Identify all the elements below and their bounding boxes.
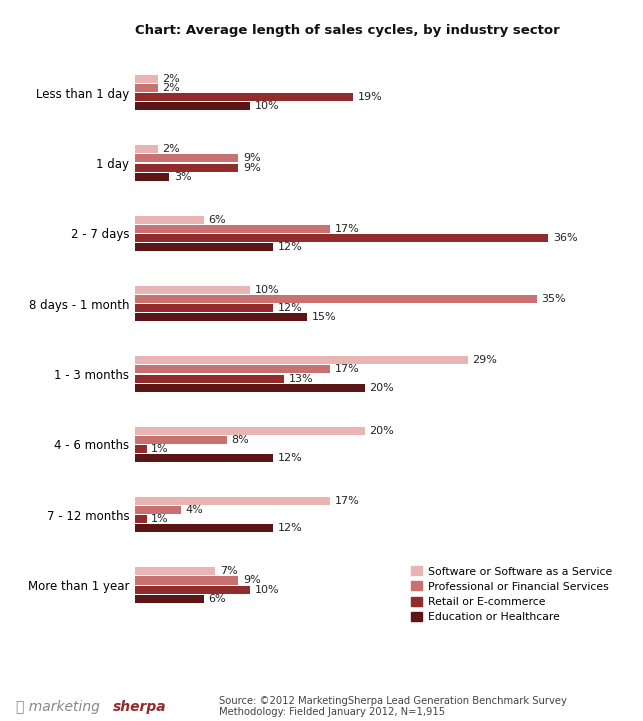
Text: 19%: 19% [358,92,383,102]
Bar [135,314,307,322]
Text: 1%: 1% [151,444,168,454]
Text: 9%: 9% [243,154,260,164]
Text: 12%: 12% [277,242,302,252]
Text: ⓘ marketing: ⓘ marketing [16,700,100,714]
Bar [135,225,331,233]
Legend: Software or Software as a Service, Professional or Financial Services, Retail or: Software or Software as a Service, Profe… [412,566,612,622]
Bar [135,356,468,364]
Bar [135,454,273,462]
Bar [135,173,170,181]
Bar [135,154,239,162]
Text: 4%: 4% [186,505,203,515]
Text: 15%: 15% [312,312,336,322]
Text: 12%: 12% [277,453,302,463]
Text: 7%: 7% [220,567,238,576]
Bar [135,243,273,251]
Text: 20%: 20% [369,383,394,393]
Text: 17%: 17% [335,365,359,374]
Text: 12%: 12% [277,304,302,313]
Text: 36%: 36% [553,233,577,243]
Text: 10%: 10% [255,585,279,595]
Bar [135,497,331,505]
Bar [135,304,273,312]
Bar [135,84,158,92]
Bar [135,384,365,392]
Text: 2%: 2% [163,74,180,84]
Bar [135,506,181,514]
Bar [135,234,548,242]
Bar [135,567,215,575]
Bar [135,585,250,593]
Bar [135,427,365,435]
Bar [135,75,158,83]
Text: Chart: Average length of sales cycles, by industry sector: Chart: Average length of sales cycles, b… [135,24,560,37]
Text: 6%: 6% [208,215,226,225]
Text: 20%: 20% [369,425,394,435]
Bar [135,145,158,154]
Bar [135,216,204,224]
Text: 10%: 10% [255,285,279,295]
Bar [135,366,331,373]
Bar [135,445,147,453]
Bar [135,375,284,383]
Text: 13%: 13% [289,373,314,384]
Bar [135,164,239,172]
Bar [135,295,537,303]
Text: Source: ©2012 MarketingSherpa Lead Generation Benchmark Survey
Methodology: Fiel: Source: ©2012 MarketingSherpa Lead Gener… [219,696,566,717]
Text: 2%: 2% [163,144,180,154]
Bar [135,516,147,523]
Bar [135,286,250,294]
Bar [135,577,239,585]
Text: 6%: 6% [208,594,226,603]
Text: 1%: 1% [151,514,168,524]
Text: 29%: 29% [473,355,498,366]
Text: 9%: 9% [243,163,260,172]
Text: sherpa: sherpa [113,700,166,714]
Text: 3%: 3% [174,172,192,182]
Text: 2%: 2% [163,83,180,93]
Text: 35%: 35% [541,294,566,304]
Text: 9%: 9% [243,575,260,585]
Text: 12%: 12% [277,523,302,534]
Text: 10%: 10% [255,102,279,111]
Bar [135,93,353,101]
Bar [135,435,227,444]
Text: 8%: 8% [231,435,249,445]
Bar [135,595,204,603]
Bar [135,524,273,533]
Text: 17%: 17% [335,224,359,234]
Text: 17%: 17% [335,496,359,506]
Bar [135,102,250,110]
